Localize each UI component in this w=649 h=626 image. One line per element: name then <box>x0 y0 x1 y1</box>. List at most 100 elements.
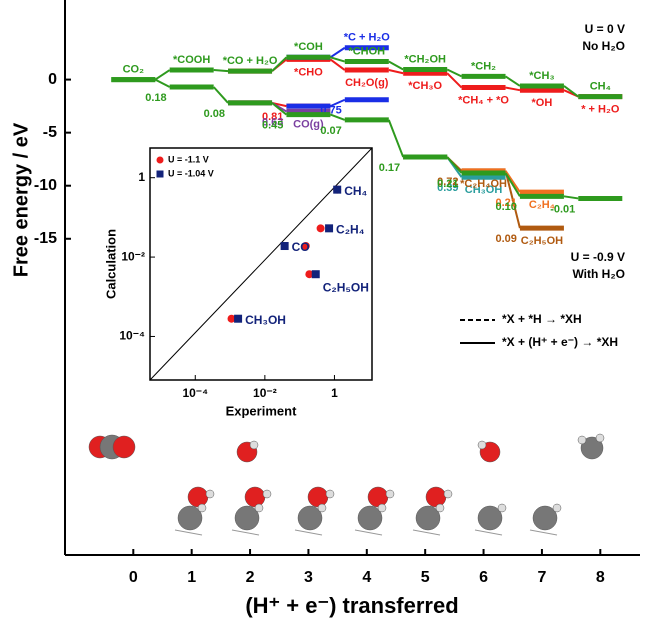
level-label: C₂H₄ <box>529 199 555 211</box>
point-label: CH₃OH <box>245 313 286 327</box>
level-label: CO₂ <box>123 63 145 75</box>
atom <box>205 489 215 499</box>
barrier-label: 0.21 <box>437 178 458 190</box>
atom <box>262 489 272 499</box>
barrier-label: 0.45 <box>262 120 283 132</box>
atom <box>595 433 605 443</box>
connector <box>504 172 521 197</box>
atom <box>307 486 329 508</box>
connector <box>563 195 579 200</box>
atom <box>580 436 604 460</box>
connector <box>504 170 521 229</box>
point <box>301 242 310 251</box>
atom <box>552 503 562 513</box>
x-tick-label: 1 <box>331 386 338 400</box>
level-label: *COH <box>294 41 323 53</box>
atom <box>249 440 259 450</box>
level-label: *CH₃ <box>529 70 554 82</box>
atom <box>425 486 447 508</box>
x-tick-label: 10⁻² <box>253 386 277 400</box>
atom <box>577 435 587 445</box>
level-label: *COOH <box>173 54 210 66</box>
x-axis-label: (H⁺ + e⁻) transferred <box>245 593 458 618</box>
connector <box>563 85 579 98</box>
barrier-label: 0.21 <box>496 197 517 209</box>
bond <box>231 529 260 536</box>
level-label: CO(g) <box>293 118 324 130</box>
atom <box>112 435 136 459</box>
level-label: *CH₄ + *O <box>458 94 509 106</box>
level-label: * + H₂O <box>581 103 620 115</box>
y-tick-label: -5 <box>43 124 57 141</box>
atom <box>325 489 335 499</box>
connector <box>329 46 346 59</box>
atom <box>357 505 383 531</box>
point <box>333 185 342 194</box>
x-tick-label: 2 <box>246 569 255 586</box>
x-tick-label: 8 <box>596 569 605 586</box>
atom <box>377 503 387 513</box>
connector <box>446 72 463 89</box>
connector <box>330 98 346 108</box>
point <box>316 224 325 233</box>
level-label: *C₂H₄OH <box>460 178 507 190</box>
bond <box>412 529 441 536</box>
atom <box>297 505 323 531</box>
x-tick-label: 1 <box>187 569 196 586</box>
atom <box>443 489 453 499</box>
atom <box>177 505 203 531</box>
connector <box>387 119 405 158</box>
legend-label: *X + (H⁺ + e⁻) → *XH <box>502 335 618 349</box>
atom <box>415 505 441 531</box>
point <box>325 224 334 233</box>
bond <box>529 529 558 536</box>
point-label: C₂H₅OH <box>323 280 369 294</box>
x-tick-label: 3 <box>304 569 313 586</box>
level-label: CH₄ <box>590 80 611 92</box>
bond <box>174 529 203 536</box>
point <box>305 270 314 279</box>
connector <box>388 69 404 75</box>
barrier-label: 0.17 <box>379 162 400 174</box>
point <box>234 314 243 323</box>
condition: No H₂O <box>582 39 625 53</box>
y-axis-label: Free energy / eV <box>10 122 32 277</box>
level-label: *CH₂OH <box>404 53 446 65</box>
x-tick-label: 4 <box>362 569 371 586</box>
connector <box>329 58 346 71</box>
atom <box>244 486 266 508</box>
y-tick-label: 10⁻⁴ <box>119 329 145 343</box>
atom <box>367 486 389 508</box>
level-label: *CHOH <box>348 45 385 57</box>
connector <box>212 86 229 104</box>
barrier-label: 0.72 <box>437 176 458 188</box>
connector <box>330 56 346 63</box>
y-tick-label: -15 <box>34 230 57 247</box>
y-tick-label: 1 <box>138 170 145 184</box>
level-label: *CH₂ <box>471 60 496 72</box>
atom <box>234 505 260 531</box>
barrier-label: 0.81 <box>262 111 283 123</box>
level-label: *OH <box>532 97 553 109</box>
y-tick-label: -10 <box>34 177 57 194</box>
x-tick-label: 10⁻⁴ <box>182 386 208 400</box>
level-label: *CHO <box>294 66 323 78</box>
atom <box>532 505 558 531</box>
y-tick-label: 10⁻² <box>121 249 145 263</box>
level-label: CH₃OH <box>465 184 503 196</box>
connector <box>154 69 171 81</box>
x-tick-label: 5 <box>421 569 430 586</box>
y-axis-label: Calculation <box>103 229 118 299</box>
point <box>227 314 236 323</box>
legend-label: U = -1.1 V <box>168 154 209 164</box>
bond <box>354 529 383 536</box>
level-label: CH₂O(g) <box>345 77 389 89</box>
point-label: CO <box>292 240 310 254</box>
level-label: *C + H₂O <box>344 32 391 44</box>
connector <box>271 102 288 116</box>
atom <box>197 503 207 513</box>
connector <box>446 156 463 174</box>
x-tick-label: 6 <box>479 569 488 586</box>
connector <box>388 60 404 71</box>
